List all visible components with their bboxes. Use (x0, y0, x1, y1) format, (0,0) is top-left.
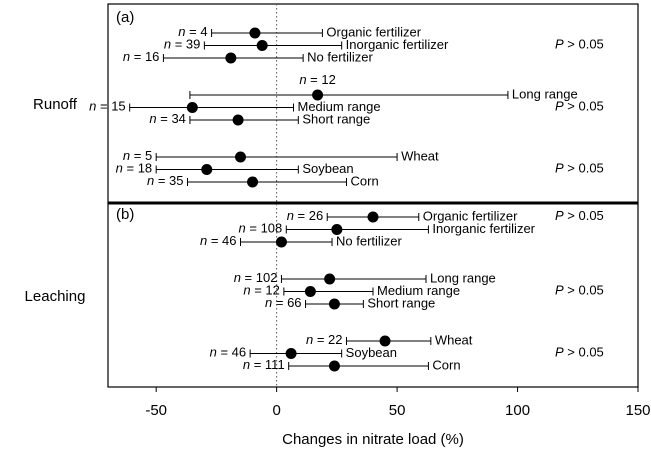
panel-name: Runoff (33, 96, 78, 113)
n-label: n = 66 (265, 295, 302, 310)
p-value-label: P > 0.05 (555, 37, 604, 52)
p-value-label: P > 0.05 (555, 345, 604, 360)
n-label: n = 35 (147, 173, 184, 188)
row-label: Corn (432, 357, 460, 372)
row-label: Soybean (302, 161, 353, 176)
n-label: n = 16 (123, 49, 160, 64)
n-label: n = 26 (287, 208, 324, 223)
point-estimate (324, 273, 336, 285)
row-label: Inorganic fertilizer (432, 221, 535, 236)
point-estimate (247, 176, 259, 188)
row-label: Short range (367, 295, 435, 310)
x-tick-label: -50 (145, 402, 167, 419)
p-value-label: P > 0.05 (555, 208, 604, 223)
n-label: n = 46 (210, 345, 247, 360)
n-label: n = 5 (123, 148, 152, 163)
point-estimate (379, 335, 391, 347)
p-value-label: P > 0.05 (555, 99, 604, 114)
x-tick-label: 0 (272, 402, 280, 419)
n-label: n = 12 (243, 283, 280, 298)
panel-label: (b) (116, 206, 134, 223)
x-tick-label: 100 (505, 402, 530, 419)
n-label: n = 4 (178, 24, 207, 39)
point-estimate (328, 360, 340, 372)
n-label: n = 108 (239, 221, 283, 236)
row-label: Wheat (435, 332, 473, 347)
point-estimate (186, 102, 198, 113)
p-value-label: P > 0.05 (555, 283, 604, 298)
plot-frame (107, 3, 639, 388)
point-estimate (275, 236, 287, 248)
row-label: Wheat (401, 148, 439, 163)
x-axis-label: Changes in nitrate load (%) (282, 431, 464, 448)
point-estimate (249, 27, 261, 39)
row-label: Organic fertilizer (326, 24, 421, 39)
row-label: Medium range (377, 283, 460, 298)
row-label: Corn (351, 173, 379, 188)
point-estimate (201, 164, 213, 175)
point-estimate (285, 348, 297, 359)
panel-name: Leaching (25, 288, 86, 305)
x-tick-label: 150 (625, 402, 650, 419)
n-label: n = 15 (89, 99, 126, 114)
point-estimate (304, 286, 316, 297)
row-label: Long range (430, 270, 496, 285)
row-label: Short range (302, 111, 370, 126)
row-label: Long range (512, 86, 578, 101)
n-label: n = 111 (243, 357, 285, 372)
n-label: n = 102 (234, 270, 278, 285)
x-tick-label: 50 (389, 402, 406, 419)
row-label: Organic fertilizer (423, 208, 518, 223)
row-label: Soybean (346, 345, 397, 360)
point-estimate (331, 224, 343, 235)
n-label: n = 34 (149, 111, 186, 126)
p-value-label: P > 0.05 (555, 161, 604, 176)
point-estimate (256, 40, 268, 51)
point-estimate (225, 52, 237, 64)
row-label: Inorganic fertilizer (346, 37, 449, 52)
point-estimate (235, 151, 246, 163)
point-estimate (367, 211, 379, 223)
n-label: n = 46 (200, 233, 237, 248)
n-label: n = 39 (164, 37, 201, 52)
point-estimate (328, 298, 340, 310)
row-label: No fertilizer (336, 233, 402, 248)
row-label: No fertilizer (307, 49, 373, 64)
point-estimate (312, 89, 324, 101)
panel-label: (a) (116, 9, 134, 26)
point-estimate (232, 114, 244, 126)
n-label: n = 18 (116, 161, 153, 176)
row-label: Medium range (298, 99, 381, 114)
n-label: n = 12 (299, 72, 336, 87)
n-label: n = 22 (306, 332, 343, 347)
